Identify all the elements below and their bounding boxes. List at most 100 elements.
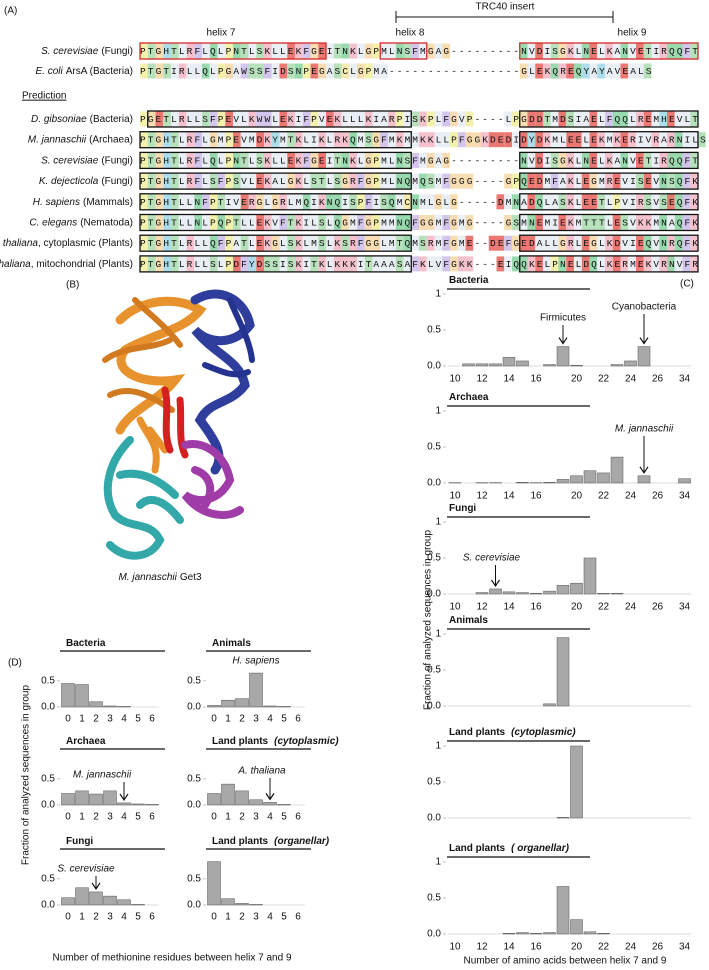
residue-shade: [380, 43, 388, 59]
residue-shade: [442, 215, 450, 230]
bar: [61, 897, 75, 906]
residue-shade: [341, 152, 350, 168]
residue-shade: [295, 43, 303, 59]
residue-shade: [326, 235, 334, 251]
residue-shade: [279, 194, 288, 210]
residue-shade: [171, 173, 179, 189]
sequence: PTGHTLRFLSFPSVLEKALGKLSTLSGRFGPMLNQMQSMF…: [140, 176, 698, 187]
residue-shade: [411, 235, 419, 251]
residue-shade: [240, 111, 249, 127]
residue-shade: [264, 256, 272, 272]
residue-shade: [364, 256, 373, 272]
residue-shade: [395, 43, 404, 59]
residue-shade: [333, 111, 342, 127]
chart-title: Animals: [449, 615, 488, 626]
residue-shade: [628, 43, 636, 59]
residue-shade: [357, 132, 365, 148]
residue-shade: [256, 173, 264, 189]
residue-shade: [287, 215, 295, 230]
residue-shade: [357, 173, 365, 189]
residue-shade: [550, 235, 559, 251]
residue-shade: [581, 194, 590, 210]
x-tick-label: 26: [652, 602, 664, 613]
y-tick-label: 1: [435, 629, 441, 640]
residue-shade: [674, 152, 683, 168]
residue-shade: [372, 194, 381, 210]
sequence: PGETLRLLSFPEVLKWWLEKIFPVEKLLLKIARPISKPLF…: [140, 114, 698, 125]
residue-shade: [636, 63, 644, 79]
residue-shade: [395, 132, 404, 148]
residue-shade: [651, 256, 660, 272]
residue-shade: [442, 43, 450, 59]
title-qualifier: (organellar): [274, 836, 330, 847]
residue-shade: [248, 215, 257, 230]
residue-shade: [171, 194, 179, 210]
residue-shade: [194, 111, 202, 127]
group-name: (Fungi): [101, 46, 133, 57]
x-tick-label: 5: [281, 912, 287, 923]
x-axis-label: Number of amino acids between helix 7 an…: [464, 956, 667, 967]
y-tick-label: 0.5: [187, 874, 201, 885]
residue-shade: [225, 43, 233, 59]
residue-shade: [558, 235, 567, 251]
residue-shade: [620, 235, 629, 251]
residue-shade: [527, 43, 536, 59]
helix-box: [519, 131, 699, 149]
x-tick-label: 10: [449, 374, 461, 385]
residue-shade: [163, 173, 171, 189]
residue-shade: [171, 111, 179, 127]
bar: [570, 745, 583, 819]
residue-shade: [388, 132, 396, 148]
bar: [207, 793, 221, 806]
y-tick-label: 0.0: [41, 800, 55, 811]
residue-shade: [519, 152, 528, 168]
residue-shade: [667, 235, 675, 251]
residue-shade: [163, 43, 171, 59]
x-tick-label: 6: [149, 912, 155, 923]
residue-shade: [558, 132, 567, 148]
residue-shade: [279, 235, 288, 251]
bar: [624, 360, 637, 367]
residue-shade: [566, 215, 574, 230]
bar: [556, 585, 570, 595]
y-tick-label: 0.0: [427, 813, 441, 824]
residue-shade: [457, 132, 466, 148]
y-tick-label: 1: [435, 289, 441, 300]
residue-shade: [318, 152, 326, 168]
bar: [103, 790, 117, 806]
bar: [117, 899, 131, 906]
x-tick-label: 3: [107, 912, 113, 923]
residue-shade: [659, 152, 667, 168]
residue-shade: [310, 132, 319, 148]
residue-shade: [589, 63, 598, 79]
x-tick-label: 6: [295, 812, 301, 823]
residue-shade: [178, 173, 187, 189]
residue-shade: [411, 256, 419, 272]
residue-shade: [651, 194, 660, 210]
residue-shade: [248, 111, 257, 127]
residue-shade: [550, 256, 559, 272]
chart-title: Land plants (cytoplasmic): [212, 736, 339, 747]
residue-shade: [558, 173, 567, 189]
caption-species: M. jannaschii: [118, 572, 177, 583]
residue-shade: [147, 173, 156, 189]
residue-shade: [651, 215, 660, 230]
x-tick-label: 12: [476, 942, 488, 953]
residue-shade: [202, 194, 210, 210]
residue-shade: [411, 43, 419, 59]
helix-label: helix 7: [207, 28, 236, 39]
sequence: PTGHTLLNFPTIVERGLGRLMQIKNQISPFISQMCNMLGL…: [140, 197, 698, 208]
residue-shade: [581, 111, 590, 127]
bar: [502, 591, 516, 595]
residue-shade: [271, 215, 280, 230]
residue-shade: [527, 215, 536, 230]
y-tick-label: 0.0: [427, 589, 441, 600]
bar: [117, 802, 131, 806]
x-tick-label: 3: [253, 812, 259, 823]
residue-shade: [574, 235, 582, 251]
residue-shade: [527, 111, 536, 127]
residue-shade: [240, 235, 249, 251]
residue-shade: [140, 111, 148, 127]
bar: [597, 472, 610, 484]
bar: [543, 590, 556, 595]
